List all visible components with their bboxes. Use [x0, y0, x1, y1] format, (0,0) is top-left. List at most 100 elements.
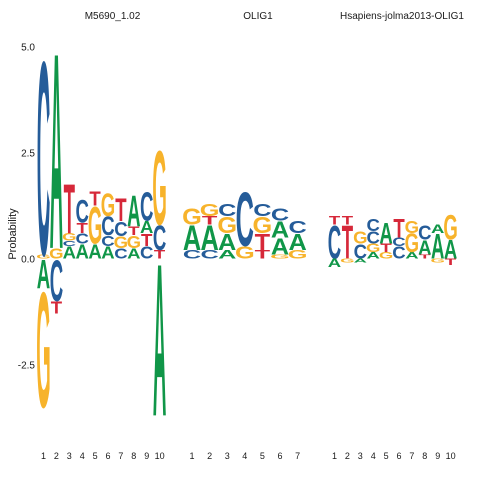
logo-letter-t: T — [202, 214, 217, 227]
x-tick-label: 1 — [41, 451, 46, 461]
logo-letter-g: G — [379, 251, 393, 261]
logo-letter-g: G — [430, 258, 444, 264]
y-tick-label: 5.0 — [21, 43, 35, 54]
logo-column: GTA — [379, 219, 393, 261]
logo-column: GAC — [288, 217, 308, 262]
logo-letter-g: G — [152, 130, 166, 248]
logo-letter-g: G — [217, 213, 237, 239]
logo-letter-c: C — [392, 243, 405, 262]
logo-letter-t: T — [380, 242, 392, 255]
x-tick-label: 3 — [67, 451, 72, 461]
logo-letter-c: C — [236, 177, 254, 263]
logo-letter-g: G — [270, 253, 290, 260]
logo-column: AAG — [430, 223, 444, 266]
logo-letter-t: T — [64, 169, 75, 248]
logo-letter-g: G — [182, 204, 202, 230]
logo-letter-c: C — [218, 200, 237, 220]
logo-letter-a: A — [218, 230, 237, 256]
logo-letter-c: C — [392, 236, 405, 249]
logo-column: TTG — [340, 215, 354, 269]
logo-column: CG A — [353, 228, 367, 264]
logo-column: CCT — [392, 213, 405, 262]
logo-column: CT A — [328, 215, 341, 270]
logo-letter-a: A — [418, 236, 431, 259]
logo-letter-t: T — [115, 192, 126, 229]
logo-letter-a: A — [183, 218, 201, 258]
y-tick-label: -2.5 — [18, 361, 36, 372]
logo-letter-c: C — [354, 241, 367, 264]
logo-column: AGT — [88, 188, 102, 264]
logo-letter-c: C — [37, 3, 50, 313]
x-tick-label: 2 — [54, 451, 59, 461]
logo-panel: M5690_1.02GCAG1GACT2ACGT3ACTC4AGT5ACCG6C… — [36, 0, 167, 462]
logo-letter-g: G — [200, 200, 220, 220]
logo-letter-a: A — [271, 234, 290, 260]
logo-column: CAG — [182, 204, 202, 261]
x-tick-label: 4 — [371, 451, 376, 461]
x-tick-label: 8 — [131, 451, 136, 461]
y-tick-labels: -2.5 0.0 2.5 5.0 — [18, 43, 36, 372]
logo-letter-c: C — [101, 211, 114, 241]
logo-letter-a: A — [37, 251, 50, 297]
logo-letter-c: C — [200, 248, 218, 261]
logo-letter-g: G — [49, 245, 63, 262]
logo-letter-a: A — [328, 257, 341, 270]
x-tick-label: 1 — [189, 451, 194, 461]
logo-letter-c: C — [183, 248, 201, 261]
logo-letter-t: T — [89, 188, 100, 211]
logo-letter-g: G — [405, 217, 419, 236]
logo-letter-t: T — [154, 249, 166, 262]
panel-title: Hsapiens-jolma2013-OLIG1 — [340, 11, 464, 22]
logo-letter-a: A — [153, 218, 166, 462]
logo-letter-c: C — [328, 216, 341, 269]
x-tick-label: 6 — [277, 451, 282, 461]
logo-letter-c: C — [418, 222, 431, 245]
logo-letter-a: A — [50, 0, 63, 309]
logo-letter-t: T — [342, 216, 353, 269]
logo-letter-c: C — [367, 228, 380, 247]
logo-letter-a: A — [431, 226, 444, 266]
logo-letter-a: A — [288, 230, 307, 256]
logo-panel: Hsapiens-jolma2013-OLIG1CTA1TTG2CGA3AGCC… — [328, 11, 465, 461]
logo-letter-t: T — [445, 258, 456, 268]
logo-letter-t: T — [51, 298, 62, 317]
logo-letter-c: C — [114, 245, 127, 262]
x-tick-label: 3 — [358, 451, 363, 461]
logo-letter-t: T — [128, 225, 140, 238]
logo-letter-a: A — [271, 217, 290, 243]
x-tick-label: 1 — [332, 451, 337, 461]
logo-letter-a: A — [367, 251, 381, 261]
logo-letter-c: C — [50, 248, 63, 314]
logo-letter-g: G — [235, 242, 255, 262]
logo-column: AGT — [443, 207, 457, 267]
logo-letter-a: A — [379, 219, 393, 251]
y-tick-label: 0.0 — [21, 255, 35, 266]
logo-letter-t: T — [141, 230, 152, 249]
logo-letter-c: C — [63, 239, 76, 247]
logo-letter-t: T — [329, 215, 341, 228]
logo-letter-a: A — [63, 243, 76, 262]
logo-panels: M5690_1.02GCAG1GACT2ACGT3ACTC4AGT5ACCG6C… — [36, 0, 464, 462]
logo-letter-g: G — [101, 187, 115, 224]
logo-letter-t: T — [419, 253, 431, 259]
logo-letter-a: A — [431, 223, 444, 236]
logo-letter-t: T — [393, 213, 404, 243]
y-axis-label: Probability — [7, 208, 19, 260]
logo-letter-c: C — [253, 200, 272, 220]
logo-letter-a: A — [127, 188, 140, 238]
logo-letter-g: G — [88, 197, 102, 256]
logo-column: TAC — [418, 222, 431, 260]
x-tick-label: 2 — [345, 451, 350, 461]
logo-letter-g: G — [366, 242, 380, 255]
logo-letter-t: T — [255, 248, 270, 261]
x-tick-label: 10 — [155, 451, 165, 461]
